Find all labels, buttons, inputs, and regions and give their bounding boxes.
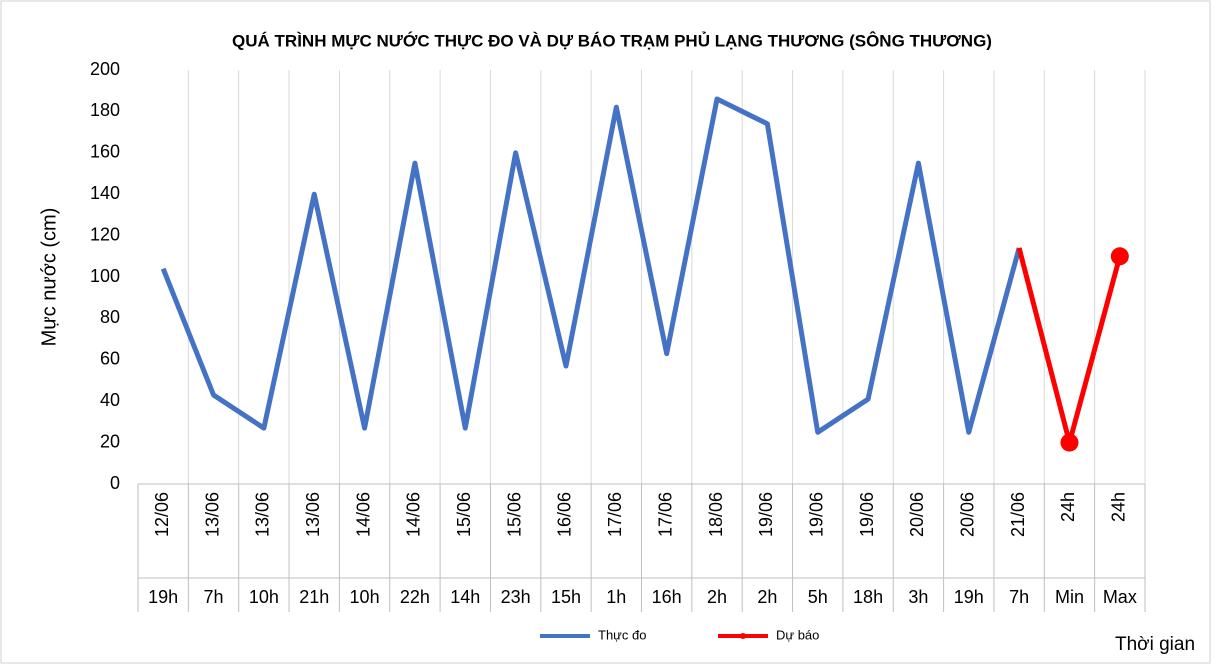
x-tick-label: 13/06 (303, 492, 323, 537)
x-tick-label: 19/06 (756, 492, 776, 537)
x-tick-label: 13/06 (253, 492, 273, 537)
x-tick-label: 20/06 (907, 492, 927, 537)
x-subtick-label: 19h (148, 587, 178, 607)
x-tick-label: 21/06 (1008, 492, 1028, 537)
x-subtick-label: 18h (853, 587, 883, 607)
x-subtick-label: 19h (954, 587, 984, 607)
x-subtick-label: 21h (299, 587, 329, 607)
y-tick-label: 0 (110, 473, 120, 493)
x-subtick-label: 7h (204, 587, 224, 607)
y-axis-label: Mực nước (cm) (38, 208, 60, 347)
x-subtick-label: 2h (757, 587, 777, 607)
x-tick-label: 19/06 (857, 492, 877, 537)
x-subtick-label: 22h (400, 587, 430, 607)
x-tick-label: 13/06 (202, 492, 222, 537)
x-tick-label: 20/06 (958, 492, 978, 537)
y-tick-label: 120 (90, 224, 120, 244)
x-subtick-label: 10h (350, 587, 380, 607)
legend-label: Dự báo (776, 627, 819, 642)
y-tick-label: 200 (90, 59, 120, 79)
x-tick-label: 15/06 (504, 492, 524, 537)
y-tick-label: 20 (100, 431, 120, 451)
x-subtick-label: 5h (808, 587, 828, 607)
x-subtick-label: 2h (707, 587, 727, 607)
x-tick-label: 17/06 (655, 492, 675, 537)
x-subtick-label: 15h (551, 587, 581, 607)
x-tick-label: 14/06 (353, 492, 373, 537)
y-tick-label: 140 (90, 183, 120, 203)
x-tick-label: 15/06 (454, 492, 474, 537)
x-subtick-label: 23h (501, 587, 531, 607)
x-axis-label: Thời gian (1115, 634, 1195, 655)
y-tick-label: 100 (90, 266, 120, 286)
legend-label: Thực đo (598, 627, 646, 642)
y-tick-label: 160 (90, 142, 120, 162)
x-subtick-label: 3h (908, 587, 928, 607)
x-subtick-label: Max (1103, 587, 1137, 607)
x-tick-label: 16/06 (555, 492, 575, 537)
x-subtick-label: 7h (1009, 587, 1029, 607)
x-subtick-label: 10h (249, 587, 279, 607)
x-tick-label: 18/06 (706, 492, 726, 537)
x-subtick-label: 16h (652, 587, 682, 607)
y-tick-label: 180 (90, 100, 120, 120)
y-tick-label: 40 (100, 390, 120, 410)
x-subtick-label: 1h (606, 587, 626, 607)
series-marker (1060, 433, 1079, 452)
x-tick-label: 24h (1109, 492, 1129, 522)
series-line (160, 96, 1022, 435)
x-subtick-label: Min (1055, 587, 1084, 607)
x-tick-label: 12/06 (152, 492, 172, 537)
x-tick-label: 14/06 (404, 492, 424, 537)
x-tick-label: 24h (1058, 492, 1078, 522)
x-tick-label: 17/06 (605, 492, 625, 537)
y-tick-label: 80 (100, 307, 120, 327)
legend-marker (740, 633, 746, 639)
y-tick-label: 60 (100, 349, 120, 369)
x-subtick-label: 14h (450, 587, 480, 607)
chart-title: QUÁ TRÌNH MỰC NƯỚC THỰC ĐO VÀ DỰ BÁO TRẠ… (232, 31, 992, 50)
series-marker (1110, 247, 1129, 266)
x-tick-label: 19/06 (806, 492, 826, 537)
